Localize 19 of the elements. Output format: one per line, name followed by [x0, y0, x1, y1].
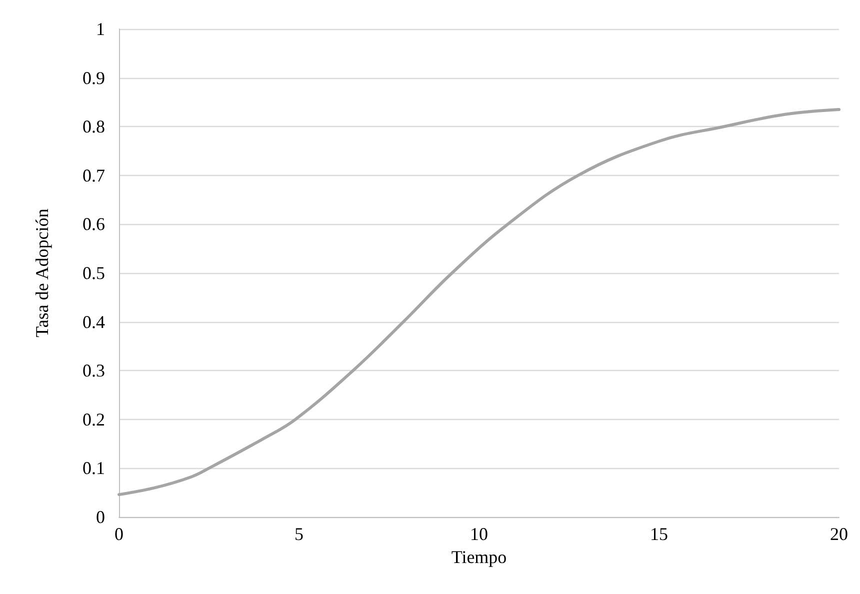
y-tick-label: 0.7	[82, 165, 105, 186]
y-tick-label: 0	[96, 507, 105, 527]
x-tick-label: 5	[294, 524, 304, 544]
x-tick-label: 15	[650, 524, 668, 544]
y-tick-label: 1	[96, 19, 105, 39]
line-series	[118, 108, 840, 496]
x-axis-title: Tiempo	[451, 546, 507, 567]
y-axis-title: Tasa de Adopción	[32, 208, 52, 338]
y-tick-label: 0.8	[82, 116, 105, 137]
y-tick-label: 0.6	[82, 214, 105, 234]
y-tick-label: 0.5	[82, 263, 105, 283]
x-tick-label: 10	[470, 524, 488, 544]
y-tick-label: 0.1	[82, 458, 105, 478]
y-tick-label: 0.2	[82, 409, 105, 430]
x-tick-label: 0	[114, 524, 124, 544]
y-tick-label: 0.3	[82, 360, 105, 381]
x-tick-label: 20	[830, 524, 848, 544]
y-tick-label: 0.4	[82, 312, 105, 332]
y-tick-label: 0.9	[82, 68, 105, 88]
